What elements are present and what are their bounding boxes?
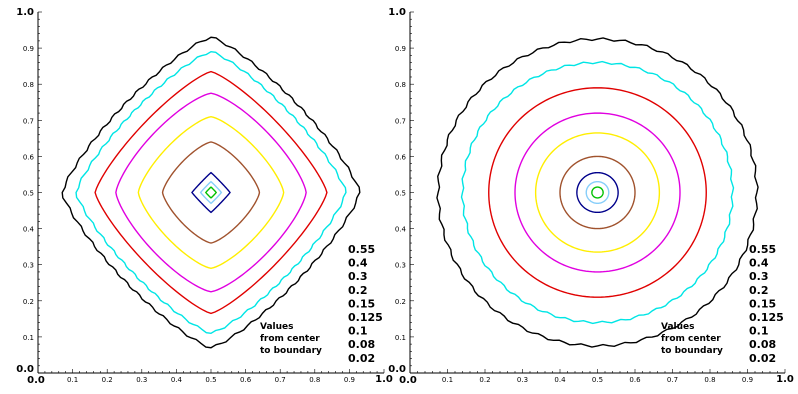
contour-line-0-1 [488,87,707,298]
x-tick-label: 0.2 [479,376,490,384]
y-tick-label: 0.8 [395,81,406,89]
contour-line-0-15 [534,132,661,253]
y-tick-label: 0.9 [23,45,34,53]
contour-line-0-3 [191,171,231,214]
contour-line-0-2 [559,155,636,230]
contour-line-0-02 [61,36,361,349]
legend-value: 0.4 [749,257,769,270]
legend-value: 0.3 [749,270,769,283]
contour-line-0-02 [436,37,759,348]
y-tick-label: 0.8 [23,81,34,89]
x-tick-label: 0.4 [554,376,566,384]
legend-value: 0.125 [348,311,383,324]
y-tick-label: 0.7 [23,117,34,125]
x-tick-label: 0.8 [309,376,320,384]
x-tick-label: 0.3 [136,376,147,384]
x-tick-label: 0.0 [399,375,417,386]
contour-line-0-08 [460,60,735,325]
x-tick-label: 0.3 [517,376,528,384]
legend-title-line: Values [260,322,294,332]
y-tick-label: 0.2 [23,298,34,306]
y-tick-label: 0.6 [23,153,35,161]
legend-value: 0.4 [348,257,368,270]
legend-value: 0.2 [348,284,368,297]
y-tick-label: 1.0 [388,7,406,18]
legend-value: 0.2 [749,284,769,297]
x-tick-label: 0.5 [205,376,216,384]
contour-line-0-4 [585,180,610,205]
y-tick-label: 0.5 [23,190,34,198]
legend-title-line: from center [260,334,320,344]
y-tick-label: 0.4 [23,226,35,234]
x-tick-label: 0.2 [102,376,113,384]
y-tick-label: 0.0 [16,364,34,375]
legend-value: 0.3 [348,270,368,283]
contour-line-0-125 [115,92,307,293]
legend-value: 0.1 [348,325,368,338]
y-tick-label: 0.6 [395,153,407,161]
y-tick-label: 0.9 [395,45,406,53]
right-contour-panel: 0.0 0.1 0.2 0.3 0.4 0.5 0.6 0.7 0.8 0.9 1.00.10.20… [388,7,794,386]
x-tick-label: 0.5 [592,376,603,384]
y-tick-label: 0.2 [395,298,406,306]
legend-value: 0.08 [348,338,375,351]
legend-title-line: Values [661,322,695,332]
x-tick-label: 0.8 [704,376,715,384]
legend-value: 0.55 [348,243,375,256]
left-contour-panel: 0.0 0.1 0.2 0.3 0.4 0.5 0.6 0.7 0.8 0.9 1.00.10.20… [16,7,393,386]
y-tick-label: 0.1 [395,334,406,342]
x-tick-label: 0.0 [27,375,45,386]
y-tick-label: 0.4 [395,226,407,234]
y-tick-label: 0.3 [395,262,406,270]
legend-value: 0.15 [749,297,776,310]
contour-line-0-15 [137,115,285,270]
y-tick-label: 0.5 [395,190,406,198]
x-tick-label: 0.6 [240,376,252,384]
x-tick-label: 0.4 [171,376,183,384]
x-tick-label: 0.9 [344,376,355,384]
contour-line-0-3 [576,171,619,214]
contour-line-0-125 [514,112,681,273]
contour-line-0-4 [199,180,223,205]
legend-title-line: from center [661,334,721,344]
legend-title-line: to boundary [661,346,723,356]
x-tick-label: 0.9 [742,376,753,384]
legend-value: 0.1 [749,325,769,338]
y-tick-label: 1.0 [16,7,34,18]
contour-line-0-08 [75,50,347,335]
x-tick-label: 0.1 [67,376,78,384]
y-tick-label: 0.7 [395,117,406,125]
y-tick-label: 0.0 [388,364,406,375]
x-tick-label: 0.7 [275,376,286,384]
legend-value: 0.02 [348,352,375,365]
y-tick-label: 0.3 [23,262,34,270]
legend-value: 0.08 [749,338,776,351]
y-tick-label: 0.1 [23,334,34,342]
legend-value: 0.55 [749,243,776,256]
legend-title-line: to boundary [260,346,322,356]
x-tick-label: 0.6 [629,376,641,384]
legend-value: 0.15 [348,297,375,310]
contour-line-0-1 [94,70,328,315]
legend-value: 0.125 [749,311,784,324]
legend-value: 0.02 [749,352,776,365]
x-tick-label: 0.7 [667,376,678,384]
contour-line-0-55 [591,186,604,199]
x-tick-label: 1.0 [776,374,794,385]
contour-line-0-2 [161,141,261,244]
x-tick-label: 1.0 [375,374,393,385]
contour-line-0-55 [204,186,218,199]
x-tick-label: 0.1 [442,376,453,384]
